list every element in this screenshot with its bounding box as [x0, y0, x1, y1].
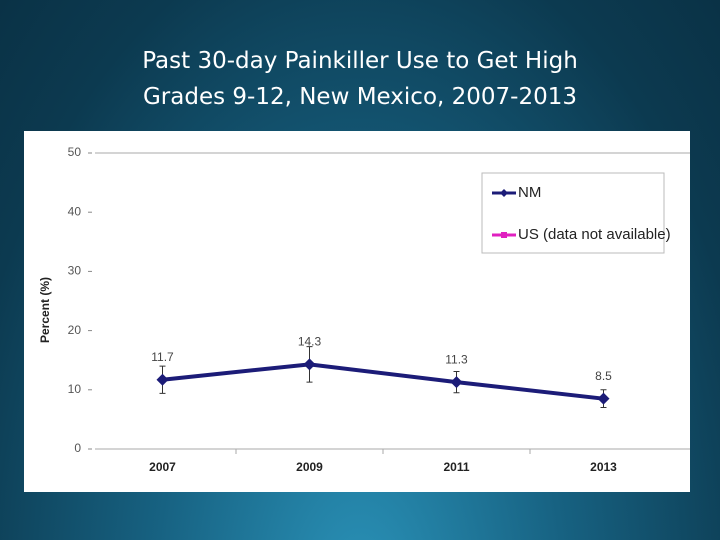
x-tick-label: 2013 — [590, 460, 617, 474]
data-point — [597, 392, 610, 405]
y-tick-label: 50 — [68, 145, 82, 159]
legend-marker — [501, 232, 507, 238]
y-tick-label: 30 — [68, 264, 82, 278]
legend-box — [481, 172, 665, 254]
data-point — [450, 376, 463, 389]
data-label: 14.3 — [298, 335, 322, 349]
data-point — [156, 373, 169, 386]
data-label: 8.5 — [595, 369, 612, 383]
y-tick-label: 0 — [74, 441, 81, 455]
x-tick-label: 2011 — [443, 460, 469, 474]
slide-subtitle: Grades 9-12, New Mexico, 2007-2013 — [142, 84, 577, 110]
legend-label: US (data not available) — [518, 226, 671, 243]
y-tick-label: 40 — [68, 204, 82, 218]
slide-title: Past 30-day Painkiller Use to Get High — [142, 48, 578, 74]
data-point — [303, 358, 316, 371]
x-tick-label: 2009 — [296, 460, 323, 474]
y-tick-label: 20 — [68, 323, 82, 337]
legend-marker — [500, 189, 508, 197]
y-tick-label: 10 — [68, 382, 82, 396]
data-label: 11.3 — [445, 352, 468, 366]
data-label: 11.7 — [151, 350, 174, 364]
y-axis-label: Percent (%) — [38, 277, 52, 343]
series-line — [162, 362, 604, 401]
legend-label: NM — [518, 184, 541, 201]
x-tick-label: 2007 — [149, 460, 176, 474]
